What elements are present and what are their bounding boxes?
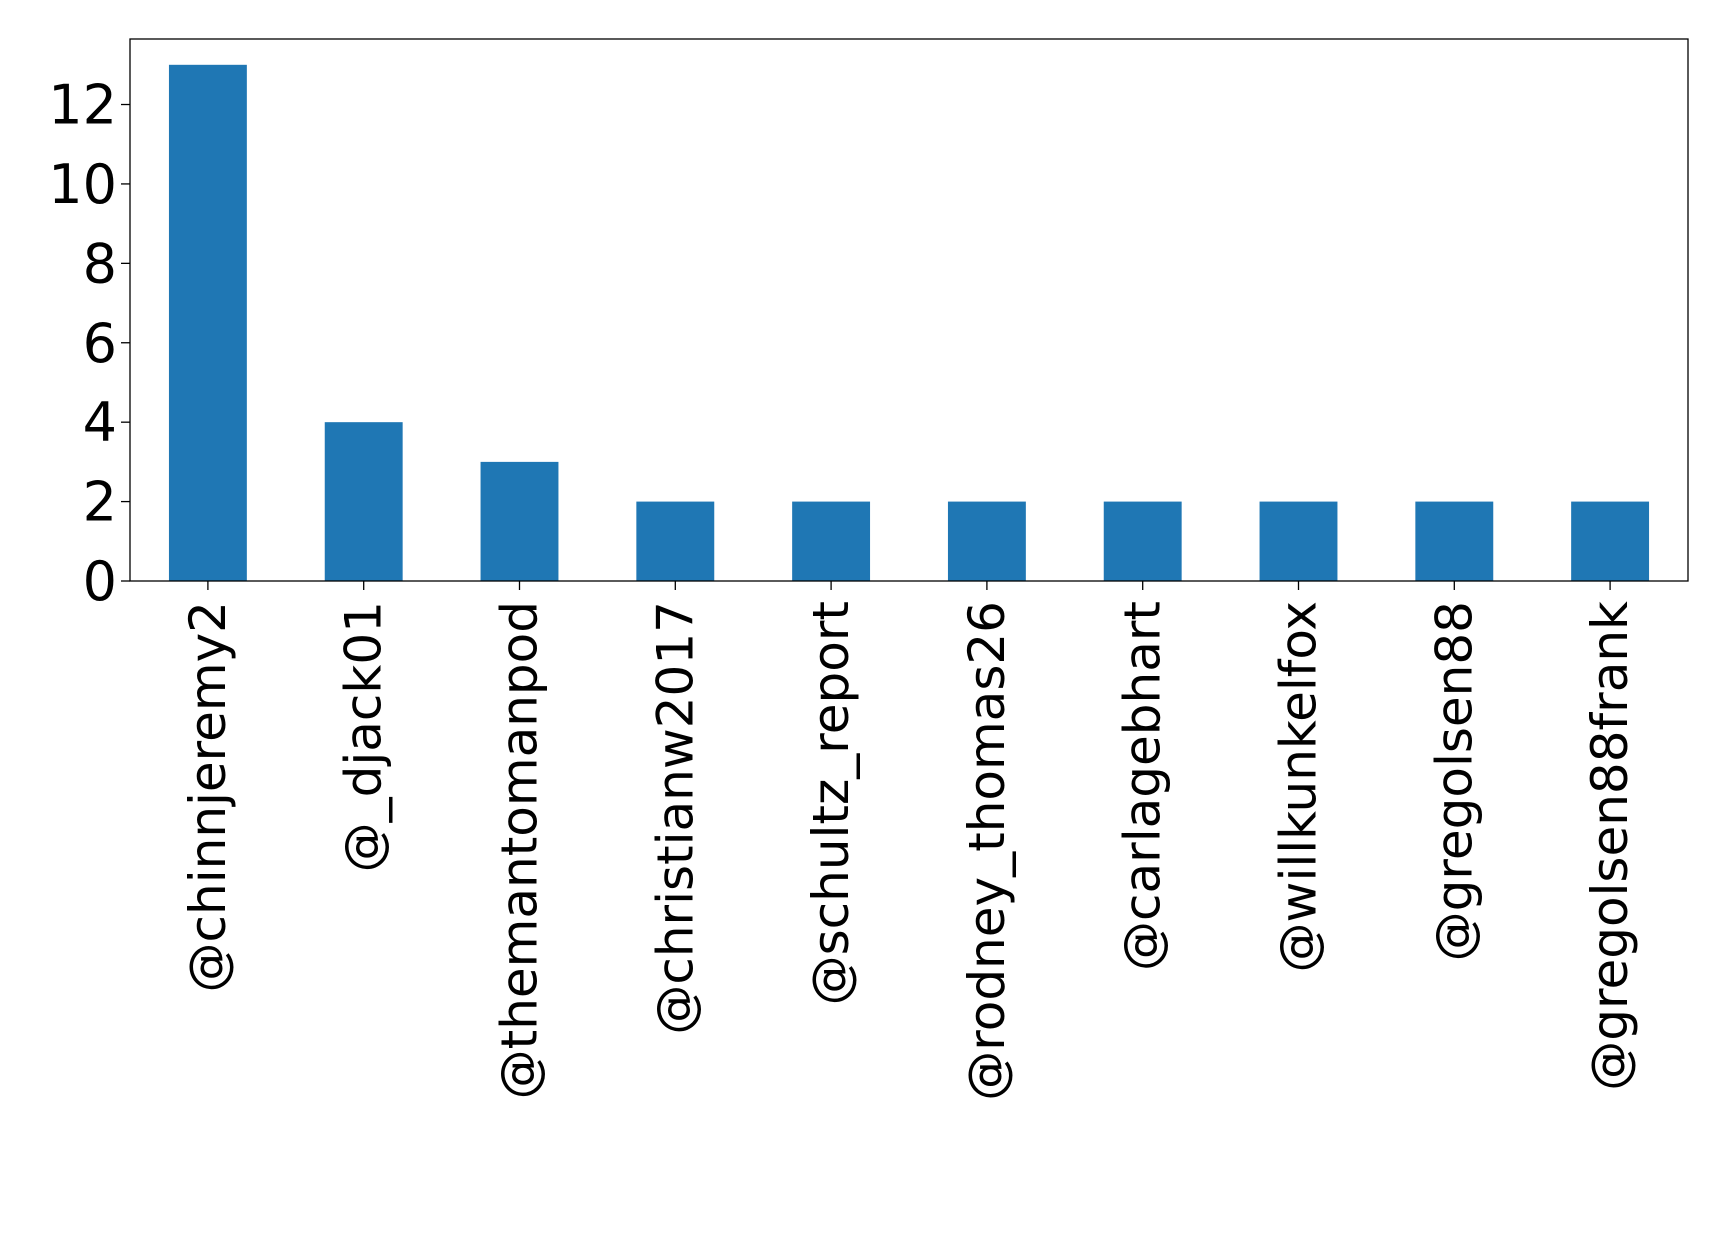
y-tick-label: 0 [83,550,117,613]
x-tick-label: @gregolsen88frank [1581,601,1639,1091]
x-tick-label: @chinnjeremy2 [179,601,237,992]
x-tick-label: @_djack01 [335,601,393,872]
bar [1571,501,1650,581]
x-tick-label: @willkunkelfox [1270,601,1328,972]
y-axis: 0 2 4 6 8 10 12 [48,74,130,613]
bar [1259,501,1338,581]
x-tick-label: @christianw2017 [646,601,704,1035]
bar [480,461,559,581]
y-tick-label: 10 [48,153,117,216]
bar [1415,501,1494,581]
bar [168,64,247,582]
x-tick-label: @rodney_thomas26 [958,601,1016,1101]
x-tick-label: @gregolsen88 [1425,601,1483,961]
x-tick-label: @themantomanpod [491,601,549,1099]
bar [636,501,715,581]
x-tick-label: @carlagebhart [1114,601,1172,971]
y-tick-label: 6 [83,312,117,375]
x-tick-label: @schultz_report [802,601,860,1005]
bar [324,422,403,581]
y-tick-label: 8 [83,232,117,295]
bar [792,501,871,581]
x-axis: @chinnjeremy2 @_djack01 @themantomanpod @ch… [179,581,1639,1101]
y-tick-label: 4 [83,391,117,454]
bar [1103,501,1182,581]
y-tick-label: 2 [83,471,117,534]
bar [947,501,1026,581]
plot-frame [129,38,1689,582]
y-tick-label: 12 [48,74,117,137]
bars-group [168,64,1650,582]
